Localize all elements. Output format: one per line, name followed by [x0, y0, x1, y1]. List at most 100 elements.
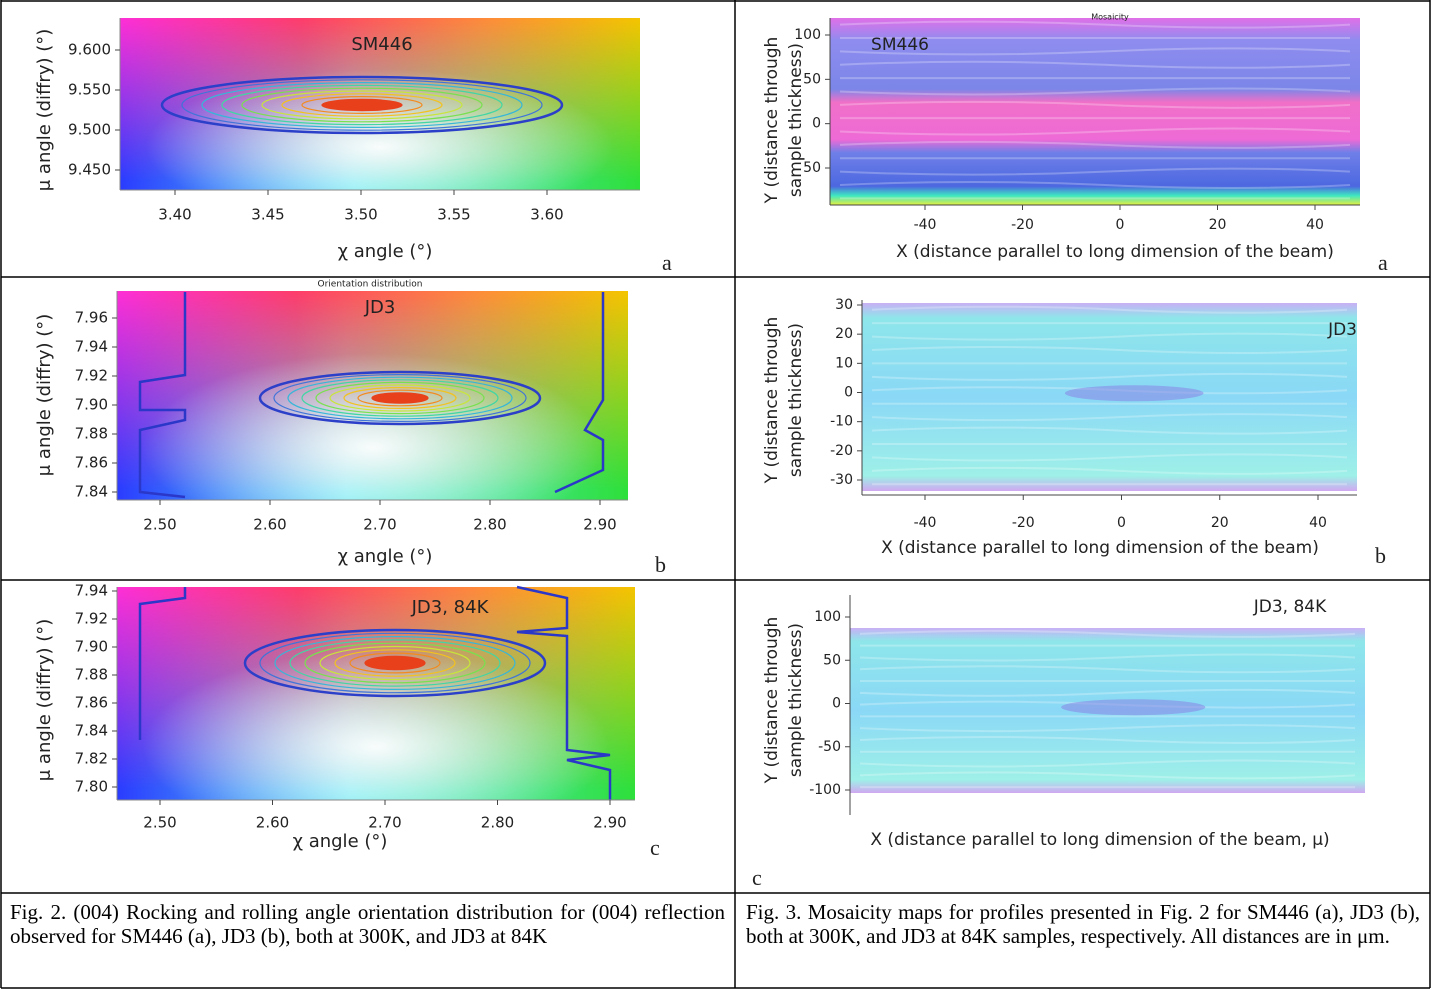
y-tick-label: 7.88 [75, 666, 108, 684]
texture [839, 87, 1351, 96]
rocking-map-panel: 7.94 7.92 7.90 7.88 7.86 7.84 7.82 7.80 2.50 2.60… [34, 582, 660, 861]
texture [871, 426, 1348, 435]
x-axis-label: X (distance parallel to long dimension o… [881, 538, 1319, 558]
panel-letter: b [1375, 543, 1386, 568]
texture [871, 346, 1348, 354]
texture [859, 759, 1356, 768]
contour [258, 370, 542, 426]
panel-letter: c [650, 835, 660, 860]
sample-label: JD3, 84K [1253, 597, 1327, 617]
profile-line [138, 292, 187, 499]
orientation-title: Orientation distribution [318, 280, 423, 290]
sample-label: JD3, 84K [411, 597, 490, 618]
x-tick-label: 3.50 [344, 206, 377, 224]
contour [221, 84, 503, 126]
texture [859, 735, 1356, 744]
y-tick-label: 0 [832, 696, 841, 712]
y-tick-label: 7.86 [75, 694, 108, 712]
contour [349, 652, 441, 674]
x-tick-label: 20 [1211, 515, 1229, 531]
x-tick-label: -40 [914, 217, 937, 233]
contour [343, 387, 457, 410]
contour [304, 642, 486, 684]
x-axis-label: χ angle (°) [338, 546, 433, 567]
y-tick-label: 7.94 [75, 582, 108, 600]
texture [859, 700, 1356, 709]
caption: Fig. 3. Mosaicity maps for profiles pres… [746, 900, 1420, 948]
texture [839, 140, 1351, 149]
y-tick-label: 7.82 [75, 750, 108, 768]
profile-line [138, 587, 187, 740]
y-tick-label: 7.84 [75, 722, 108, 740]
texture [839, 60, 1351, 69]
y-tick-label: 7.84 [75, 483, 108, 501]
sample-label: SM446 [871, 35, 929, 55]
contour [241, 87, 483, 123]
x-tick-label: 2.90 [593, 814, 626, 832]
y-tick-label: 7.92 [75, 610, 108, 628]
profile-line [554, 292, 605, 494]
y-tick-label: 9.500 [68, 121, 111, 139]
y-tick-label: 100 [794, 27, 821, 43]
x-tick-label: 2.50 [143, 814, 176, 832]
x-tick-label: -20 [1011, 217, 1034, 233]
y-axis-label: Y (distance through [762, 317, 782, 485]
x-tick-label: 3.60 [530, 206, 563, 224]
y-tick-label: 0 [812, 116, 821, 132]
y-tick-label: 20 [835, 326, 853, 342]
y-tick-label: 7.94 [75, 338, 108, 356]
x-tick-label: 0 [1117, 515, 1126, 531]
texture [871, 372, 1348, 381]
y-tick-label: -30 [830, 472, 853, 488]
y-tick-label: 7.88 [75, 425, 108, 443]
x-tick-label: 20 [1209, 217, 1227, 233]
contour [329, 384, 471, 412]
panel-letter: b [655, 552, 666, 577]
texture [859, 771, 1356, 780]
mosaicity-map [862, 303, 1357, 491]
y-tick-label: 30 [835, 297, 853, 313]
contour [281, 93, 443, 117]
texture [839, 20, 1351, 29]
x-tick-label: 2.80 [473, 516, 506, 534]
contour [334, 649, 456, 677]
contour [357, 389, 443, 407]
y-axis-label: μ angle (diffry) (°) [34, 619, 55, 782]
y-tick-label: -50 [818, 739, 841, 755]
y-tick-label: 50 [823, 652, 841, 668]
texture [839, 167, 1351, 176]
y-tick-label: 7.86 [75, 454, 108, 472]
x-tick-label: 2.60 [253, 516, 286, 534]
texture [871, 466, 1348, 475]
contour [201, 81, 523, 128]
y-axis-label: sample thickness) [786, 623, 806, 777]
mosaicity-map-panel: 30 20 10 0 -10 -20 -30 -40 -20 0 20 40 X (distance p… [762, 297, 1386, 568]
contour [289, 639, 501, 687]
x-tick-label: -40 [914, 515, 937, 531]
y-tick-label: 7.90 [75, 396, 108, 414]
contour [160, 75, 564, 135]
texture [859, 629, 1356, 638]
y-tick-label: 9.550 [68, 81, 111, 99]
y-axis-label: μ angle (diffry) (°) [34, 29, 55, 192]
y-tick-label: 7.90 [75, 638, 108, 656]
contour [301, 379, 499, 417]
contour [261, 90, 463, 120]
x-tick-label: 40 [1309, 515, 1327, 531]
x-axis-label: χ angle (°) [338, 241, 433, 262]
x-tick-label: 2.70 [368, 814, 401, 832]
contour [319, 645, 471, 681]
texture [871, 332, 1348, 341]
texture [871, 413, 1348, 422]
x-tick-label: 2.90 [583, 516, 616, 534]
x-tick-label: 2.80 [481, 814, 514, 832]
panel-letter: c [752, 865, 762, 890]
mosaicity-map-panel: 100 50 0 50 -40 -20 0 20 40 X (distance parallel … [762, 13, 1388, 276]
x-tick-label: -20 [1012, 515, 1035, 531]
x-axis-label: X (distance parallel to long dimension o… [870, 830, 1329, 850]
contour [181, 79, 543, 131]
x-axis-label: X (distance parallel to long dimension o… [896, 242, 1334, 262]
contour [364, 655, 426, 671]
